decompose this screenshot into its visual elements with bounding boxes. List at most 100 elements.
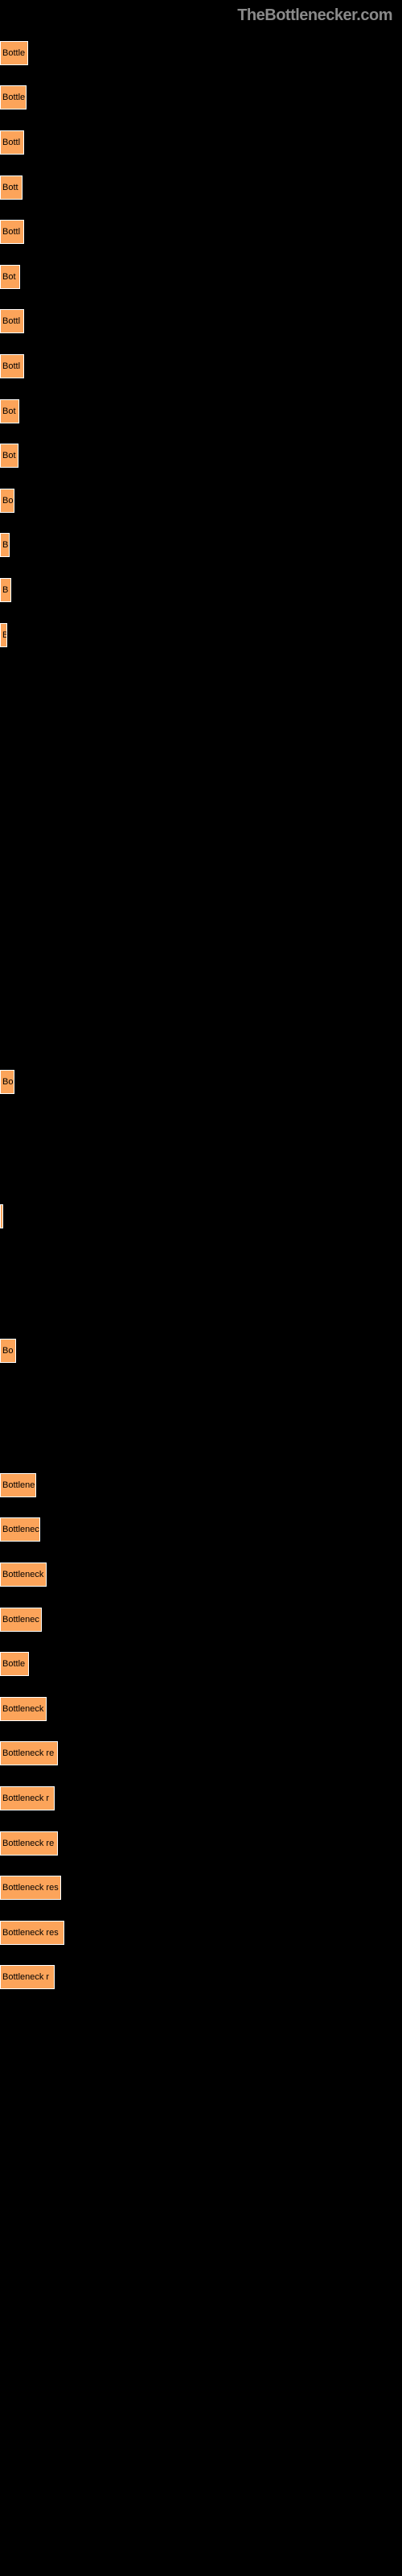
bar-label: Bottleneck r (1, 1972, 49, 1982)
bar-row: B (0, 568, 402, 613)
bar-row: B (0, 613, 402, 658)
bar-row (0, 1284, 402, 1329)
bar-row (0, 702, 402, 747)
bar-row (0, 791, 402, 836)
bar: Bottlenec (0, 1517, 40, 1542)
bar-row (0, 1194, 402, 1239)
bar-row: Bottle (0, 1641, 402, 1686)
bar-label: B (1, 630, 7, 640)
bar-row (0, 1015, 402, 1060)
bar: Bottleneck (0, 1563, 47, 1587)
bar-label: Bottl (1, 138, 20, 147)
bar-row: Bottl (0, 120, 402, 165)
bar-row: Bottleneck (0, 1552, 402, 1597)
bar-row: Bo (0, 1060, 402, 1105)
bar: Bottleneck res (0, 1876, 61, 1900)
bar-row: Bottlenec (0, 1597, 402, 1642)
bar: Bottleneck (0, 1697, 47, 1721)
bar-label: Bottleneck (1, 1704, 43, 1714)
bar-row: Bot (0, 254, 402, 299)
bar-label: B (1, 540, 8, 550)
bar: Bottleneck r (0, 1965, 55, 1989)
bar-row (0, 657, 402, 702)
header: TheBottlenecker.com (0, 0, 402, 31)
bar: Bottl (0, 354, 24, 378)
bar-row: Bottleneck re (0, 1732, 402, 1777)
bar-row: Bot (0, 433, 402, 478)
bar-row: Bottleneck r (0, 1776, 402, 1821)
bar-row: Bott (0, 165, 402, 210)
bar: Bottl (0, 130, 24, 155)
bar-row (0, 1104, 402, 1150)
bar-row: Bottleneck re (0, 1821, 402, 1866)
bar-label: Bo (1, 496, 13, 506)
bar: Bottleneck re (0, 1831, 58, 1856)
bar-row: Bottle (0, 76, 402, 121)
bar: Bottle (0, 1652, 29, 1676)
bar-row (0, 1373, 402, 1418)
bar-row: Bottle (0, 31, 402, 76)
bar-label: Bottlenec (1, 1615, 39, 1624)
bar-label: Bottleneck re (1, 1839, 54, 1848)
bar: Bo (0, 1339, 16, 1363)
bar-label: Bo (1, 1077, 13, 1087)
bar: Bot (0, 265, 20, 289)
bar-row (0, 747, 402, 792)
bar: B (0, 623, 7, 647)
bar: Bottlenec (0, 1608, 42, 1632)
bar: Bo (0, 489, 14, 513)
bar-label: Bottl (1, 361, 20, 371)
bar-row: Bottleneck res (0, 1910, 402, 1955)
bar-label: Bot (1, 272, 16, 282)
bar-label: Bottle (1, 93, 25, 102)
bar: Bott (0, 175, 23, 200)
bar-row: Bottl (0, 209, 402, 254)
chart-container: TheBottlenecker.com BottleBottleBottlBot… (0, 0, 402, 2000)
bar-row: Bottl (0, 344, 402, 389)
bar-row: Bo (0, 478, 402, 523)
bar-row (0, 1418, 402, 1463)
bar-label: Bottleneck res (1, 1928, 59, 1938)
bar: Bottl (0, 309, 24, 333)
bar: Bottleneck res (0, 1921, 64, 1945)
bar: Bot (0, 399, 19, 423)
bar-row (0, 1150, 402, 1195)
bar-row: Bo (0, 1328, 402, 1373)
bar-label: Bottleneck re (1, 1748, 54, 1758)
bar-row: Bottleneck res (0, 1865, 402, 1910)
bar-row (0, 881, 402, 926)
bar-row (0, 1239, 402, 1284)
bar-chart: Bottle Bottle Bottl Bott Bottl Bot Bottl Bottl B… (0, 31, 402, 2000)
bar: B (0, 533, 10, 557)
bar: Bottle (0, 41, 28, 65)
bar-label: Bottle (1, 48, 25, 58)
bar-label: Bottleneck res (1, 1883, 59, 1893)
bar-row: Bottlene (0, 1463, 402, 1508)
bar: Bottlene (0, 1473, 36, 1497)
bar (0, 1204, 3, 1228)
bar-label: Bottle (1, 1659, 25, 1669)
bar: Bot (0, 444, 18, 468)
bar-row (0, 926, 402, 971)
brand-label: TheBottlenecker.com (237, 6, 392, 24)
bar-label: Bott (1, 183, 18, 192)
bar-row: Bottleneck (0, 1686, 402, 1732)
bar: Bo (0, 1070, 14, 1094)
bar: Bottleneck re (0, 1741, 58, 1765)
bar-label: B (1, 585, 8, 595)
bar: Bottleneck r (0, 1786, 55, 1810)
bar-row (0, 836, 402, 881)
bar-row (0, 970, 402, 1015)
bar-row: Bottlenec (0, 1508, 402, 1553)
bar: Bottle (0, 85, 27, 109)
bar-row: B (0, 523, 402, 568)
bar-label: Bot (1, 451, 16, 460)
bar-label: Bot (1, 407, 16, 416)
bar-label: Bottleneck (1, 1570, 43, 1579)
bar-label: Bottl (1, 227, 20, 237)
bar-label: Bottl (1, 316, 20, 326)
bar-label: Bottleneck r (1, 1794, 49, 1803)
bar-row: Bottl (0, 299, 402, 345)
bar-row: Bot (0, 389, 402, 434)
bar: Bottl (0, 220, 24, 244)
